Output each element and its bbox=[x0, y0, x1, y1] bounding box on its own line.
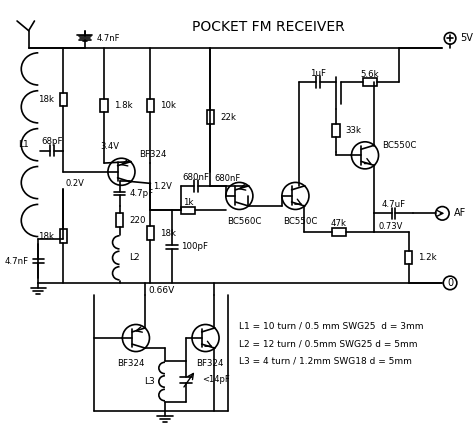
Text: 4.7nF: 4.7nF bbox=[96, 34, 120, 43]
Text: POCKET FM RECEIVER: POCKET FM RECEIVER bbox=[192, 20, 345, 34]
Text: 10k: 10k bbox=[160, 101, 176, 110]
Text: 18k: 18k bbox=[38, 95, 54, 104]
Bar bbox=[60, 92, 67, 106]
Bar bbox=[332, 124, 340, 137]
Text: 1.8k: 1.8k bbox=[114, 101, 132, 110]
Text: 1.2V: 1.2V bbox=[153, 182, 172, 191]
Text: 4.7nF: 4.7nF bbox=[5, 257, 28, 266]
Text: 680nF: 680nF bbox=[182, 173, 210, 182]
Bar bbox=[405, 251, 412, 264]
Text: BC560C: BC560C bbox=[227, 217, 261, 226]
Text: 1.2k: 1.2k bbox=[418, 253, 437, 262]
Text: L2 = 12 turn / 0.5mm SWG25 d = 5mm: L2 = 12 turn / 0.5mm SWG25 d = 5mm bbox=[239, 339, 418, 348]
Text: 220: 220 bbox=[129, 215, 146, 225]
Bar bbox=[207, 111, 214, 124]
Text: 4.7pF: 4.7pF bbox=[129, 189, 153, 198]
Text: BF324: BF324 bbox=[139, 150, 166, 159]
Bar bbox=[146, 99, 155, 112]
Text: L1 = 10 turn / 0.5 mm SWG25  d = 3mm: L1 = 10 turn / 0.5 mm SWG25 d = 3mm bbox=[239, 322, 424, 331]
Text: L3 = 4 turn / 1.2mm SWG18 d = 5mm: L3 = 4 turn / 1.2mm SWG18 d = 5mm bbox=[239, 357, 412, 366]
Text: 0.73V: 0.73V bbox=[379, 223, 403, 231]
Text: 1uF: 1uF bbox=[310, 69, 326, 78]
Text: 0.66V: 0.66V bbox=[148, 286, 174, 295]
Bar bbox=[60, 229, 67, 243]
Bar bbox=[182, 206, 195, 214]
Text: 47k: 47k bbox=[331, 219, 347, 228]
Text: 680nF: 680nF bbox=[215, 174, 241, 183]
Text: 18k: 18k bbox=[160, 229, 176, 238]
Text: BF324: BF324 bbox=[118, 359, 145, 368]
Text: 18k: 18k bbox=[38, 231, 54, 240]
Bar bbox=[116, 213, 123, 227]
Text: 68pF: 68pF bbox=[41, 137, 63, 146]
Text: BC550C: BC550C bbox=[383, 141, 417, 150]
Text: L1: L1 bbox=[18, 140, 28, 149]
Text: 100pF: 100pF bbox=[182, 242, 209, 251]
Bar bbox=[332, 228, 346, 235]
Bar bbox=[363, 78, 377, 86]
Text: 0: 0 bbox=[447, 278, 453, 288]
Bar bbox=[146, 227, 155, 240]
Text: 22k: 22k bbox=[220, 113, 236, 122]
Text: 4.7uF: 4.7uF bbox=[382, 200, 406, 209]
Text: 5.6k: 5.6k bbox=[361, 70, 379, 78]
Text: BF324: BF324 bbox=[197, 359, 224, 368]
Text: L2: L2 bbox=[129, 253, 140, 262]
Text: 5V: 5V bbox=[460, 33, 473, 43]
Text: 3.4V: 3.4V bbox=[100, 142, 119, 151]
Text: AF: AF bbox=[454, 208, 466, 219]
Text: L3: L3 bbox=[145, 377, 155, 386]
Text: 0.2V: 0.2V bbox=[65, 179, 84, 188]
Text: 1k: 1k bbox=[183, 198, 193, 207]
Text: <14pF: <14pF bbox=[201, 375, 229, 384]
Text: 33k: 33k bbox=[346, 126, 362, 135]
Text: BC550C: BC550C bbox=[283, 217, 318, 226]
Bar bbox=[100, 99, 108, 112]
